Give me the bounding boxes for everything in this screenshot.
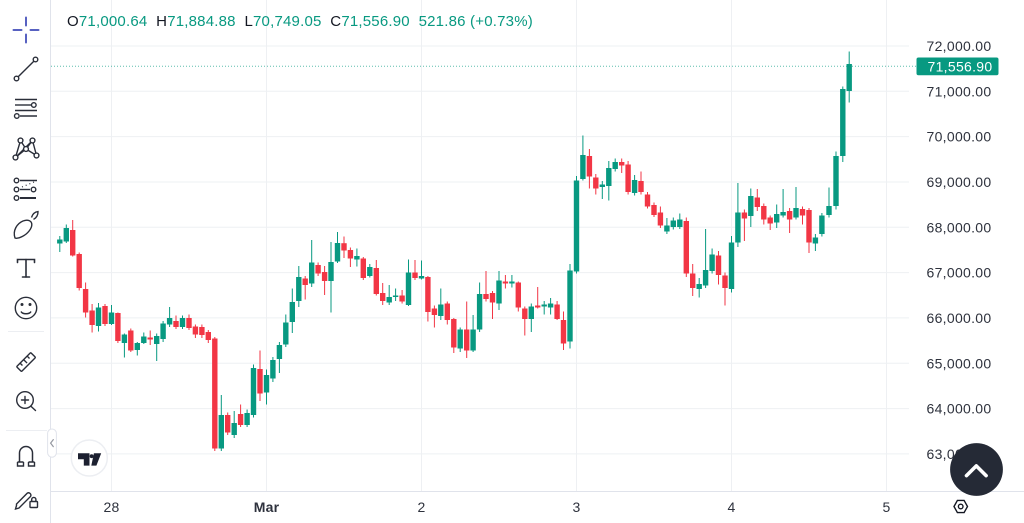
svg-text:4: 4 <box>728 499 736 515</box>
svg-text:72,000.00: 72,000.00 <box>927 38 992 54</box>
svg-text:68,000.00: 68,000.00 <box>927 219 992 235</box>
svg-text:2: 2 <box>418 499 426 515</box>
svg-text:69,000.00: 69,000.00 <box>927 174 992 190</box>
svg-text:71,556.90: 71,556.90 <box>928 58 993 74</box>
svg-text:5: 5 <box>883 499 891 515</box>
svg-text:Mar: Mar <box>254 499 280 515</box>
svg-text:64,000.00: 64,000.00 <box>927 401 992 417</box>
svg-text:28: 28 <box>104 499 120 515</box>
svg-text:71,000.00: 71,000.00 <box>927 83 992 99</box>
svg-text:66,000.00: 66,000.00 <box>927 310 992 326</box>
svg-text:70,000.00: 70,000.00 <box>927 129 992 145</box>
svg-text:67,000.00: 67,000.00 <box>927 265 992 281</box>
svg-text:65,000.00: 65,000.00 <box>927 355 992 371</box>
svg-text:3: 3 <box>573 499 581 515</box>
